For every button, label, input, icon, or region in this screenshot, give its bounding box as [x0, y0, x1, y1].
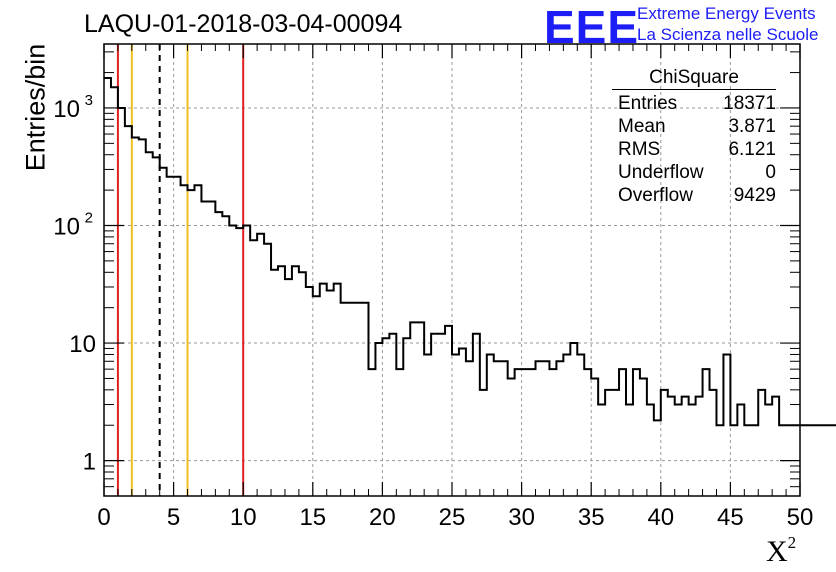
x-tick-labels: 0 5 10 15 20 25 30 35 40 45 50 — [97, 504, 813, 531]
stats-title: ChiSquare — [612, 67, 776, 90]
y-tick-label: 10 — [53, 214, 80, 241]
stats-label: Overflow — [618, 185, 693, 206]
eee-logo: EEE — [544, 1, 640, 53]
x-tick-label: 45 — [717, 504, 744, 531]
x-tick-label: 10 — [230, 504, 257, 531]
y-tick-label: 10 — [53, 96, 80, 123]
x-tick-label: 20 — [369, 504, 396, 531]
x-tick-label: 5 — [167, 504, 180, 531]
stats-row: Underflow 0 — [612, 162, 776, 185]
x-axis-label-text: X — [766, 535, 788, 568]
x-axis-label-superscript: 2 — [787, 533, 797, 552]
stats-label: Entries — [618, 93, 678, 114]
logo-line-1: Extreme Energy Events — [637, 4, 816, 23]
x-axis-label: X2 — [766, 533, 797, 569]
stats-row: RMS 6.121 — [612, 139, 776, 162]
y-tick-label: 10 — [69, 331, 96, 358]
stats-label: RMS — [618, 139, 661, 160]
x-tick-label: 25 — [439, 504, 466, 531]
chart-title: LAQU-01-2018-03-04-00094 — [84, 10, 403, 38]
y-tick-label: 1 — [83, 449, 96, 476]
plot-area — [104, 44, 800, 496]
stats-row: Mean 3.871 — [612, 116, 776, 139]
y-tick-exponent: 2 — [85, 210, 93, 227]
stats-value: 3.871 — [728, 116, 776, 137]
x-tick-label: 35 — [578, 504, 605, 531]
stats-value: 9429 — [733, 185, 776, 206]
histogram-series — [104, 76, 836, 427]
stats-row: Entries 18371 — [612, 93, 776, 116]
x-tick-label: 40 — [647, 504, 674, 531]
stats-value: 0 — [765, 162, 776, 183]
logo-line-2: La Scienza nelle Scuole — [637, 25, 819, 44]
stats-value: 18371 — [723, 93, 776, 114]
plot-frame — [103, 43, 801, 497]
stats-value: 6.121 — [728, 139, 776, 160]
x-tick-label: 0 — [97, 504, 110, 531]
stats-label: Mean — [618, 116, 666, 137]
y-tick-labels: 1 10 10 2 10 3 — [53, 92, 96, 476]
x-tick-label: 50 — [787, 504, 814, 531]
stats-row: Overflow 9429 — [612, 185, 776, 208]
stats-box: ChiSquare Entries 18371 Mean 3.871 RMS 6.12… — [612, 67, 776, 208]
y-axis-label: Entries/bin — [20, 43, 51, 172]
stats-label: Underflow — [618, 162, 704, 183]
x-tick-label: 30 — [508, 504, 535, 531]
y-tick-exponent: 3 — [85, 92, 93, 109]
marker-lines — [116, 44, 245, 496]
x-tick-label: 15 — [299, 504, 326, 531]
